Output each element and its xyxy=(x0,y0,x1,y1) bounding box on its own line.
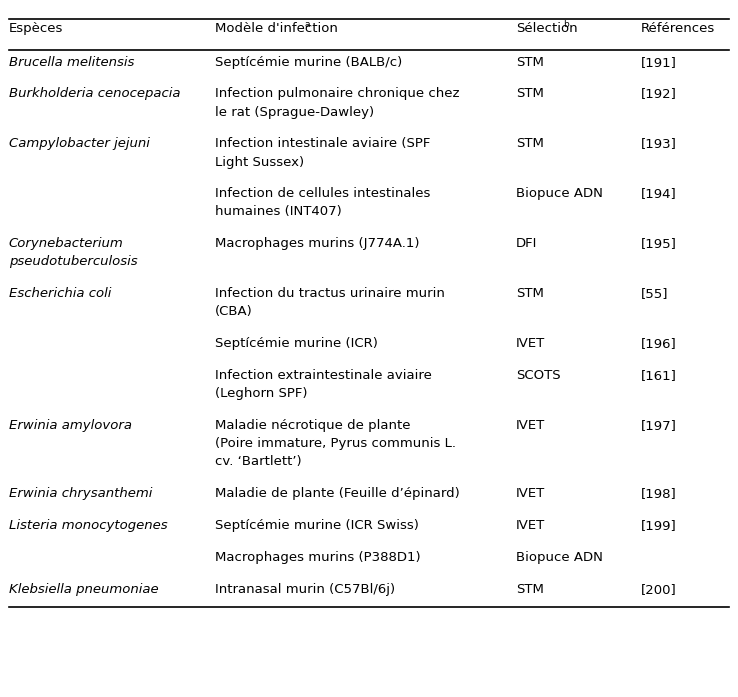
Text: [55]: [55] xyxy=(641,287,669,300)
Text: [195]: [195] xyxy=(641,238,677,250)
Text: Intranasal murin (C57Bl/6j): Intranasal murin (C57Bl/6j) xyxy=(215,583,395,596)
Text: [161]: [161] xyxy=(641,369,677,383)
Text: STM: STM xyxy=(516,87,544,100)
Text: DFI: DFI xyxy=(516,238,537,250)
Text: Infection extraintestinale aviaire: Infection extraintestinale aviaire xyxy=(215,369,432,383)
Text: b: b xyxy=(563,20,568,29)
Text: [194]: [194] xyxy=(641,187,677,201)
Text: Klebsiella pneumoniae: Klebsiella pneumoniae xyxy=(9,583,159,596)
Text: Infection de cellules intestinales: Infection de cellules intestinales xyxy=(215,187,430,201)
Text: cv. ‘Bartlett’): cv. ‘Bartlett’) xyxy=(215,455,301,468)
Text: Erwinia amylovora: Erwinia amylovora xyxy=(9,420,132,432)
Text: IVET: IVET xyxy=(516,487,545,500)
Text: Escherichia coli: Escherichia coli xyxy=(9,287,111,300)
Text: STM: STM xyxy=(516,56,544,68)
Text: STM: STM xyxy=(516,287,544,300)
Text: Erwinia chrysanthemi: Erwinia chrysanthemi xyxy=(9,487,152,500)
Text: pseudotuberculosis: pseudotuberculosis xyxy=(9,256,137,268)
Text: Infection du tractus urinaire murin: Infection du tractus urinaire murin xyxy=(215,287,444,300)
Text: (Leghorn SPF): (Leghorn SPF) xyxy=(215,388,307,400)
Text: [192]: [192] xyxy=(641,87,677,100)
Text: IVET: IVET xyxy=(516,420,545,432)
Text: Septícémie murine (ICR Swiss): Septícémie murine (ICR Swiss) xyxy=(215,519,418,533)
Text: Infection pulmonaire chronique chez: Infection pulmonaire chronique chez xyxy=(215,87,459,100)
Text: Espèces: Espèces xyxy=(9,22,63,36)
Text: SCOTS: SCOTS xyxy=(516,369,561,383)
Text: Burkholderia cenocepacia: Burkholderia cenocepacia xyxy=(9,87,180,100)
Text: Biopuce ADN: Biopuce ADN xyxy=(516,187,603,201)
Text: Macrophages murins (J774A.1): Macrophages murins (J774A.1) xyxy=(215,238,419,250)
Text: [200]: [200] xyxy=(641,583,677,596)
Text: Sélection: Sélection xyxy=(516,22,578,36)
Text: Campylobacter jejuni: Campylobacter jejuni xyxy=(9,137,150,151)
Text: [197]: [197] xyxy=(641,420,677,432)
Text: (CBA): (CBA) xyxy=(215,305,252,319)
Text: [196]: [196] xyxy=(641,337,677,351)
Text: [198]: [198] xyxy=(641,487,677,500)
Text: (Poire immature, Pyrus communis L.: (Poire immature, Pyrus communis L. xyxy=(215,437,455,450)
Text: Modèle d'infection: Modèle d'infection xyxy=(215,22,337,36)
Text: STM: STM xyxy=(516,583,544,596)
Text: Maladie de plante (Feuille d’épinard): Maladie de plante (Feuille d’épinard) xyxy=(215,487,459,500)
Text: Brucella melitensis: Brucella melitensis xyxy=(9,56,134,68)
Text: STM: STM xyxy=(516,137,544,151)
Text: Infection intestinale aviaire (SPF: Infection intestinale aviaire (SPF xyxy=(215,137,430,151)
Text: Listeria monocytogenes: Listeria monocytogenes xyxy=(9,519,168,533)
Text: Light Sussex): Light Sussex) xyxy=(215,155,304,169)
Text: Septícémie murine (ICR): Septícémie murine (ICR) xyxy=(215,337,377,351)
Text: [191]: [191] xyxy=(641,56,677,68)
Text: Maladie nécrotique de plante: Maladie nécrotique de plante xyxy=(215,420,410,432)
Text: IVET: IVET xyxy=(516,519,545,533)
Text: [199]: [199] xyxy=(641,519,677,533)
Text: Références: Références xyxy=(641,22,715,36)
Text: le rat (Sprague-Dawley): le rat (Sprague-Dawley) xyxy=(215,105,373,118)
Text: Corynebacterium: Corynebacterium xyxy=(9,238,123,250)
Text: [193]: [193] xyxy=(641,137,677,151)
Text: IVET: IVET xyxy=(516,337,545,351)
Text: Macrophages murins (P388D1): Macrophages murins (P388D1) xyxy=(215,551,420,564)
Text: Biopuce ADN: Biopuce ADN xyxy=(516,551,603,564)
Text: Septícémie murine (BALB/c): Septícémie murine (BALB/c) xyxy=(215,56,402,68)
Text: a: a xyxy=(304,20,310,29)
Text: humaines (INT407): humaines (INT407) xyxy=(215,206,342,218)
